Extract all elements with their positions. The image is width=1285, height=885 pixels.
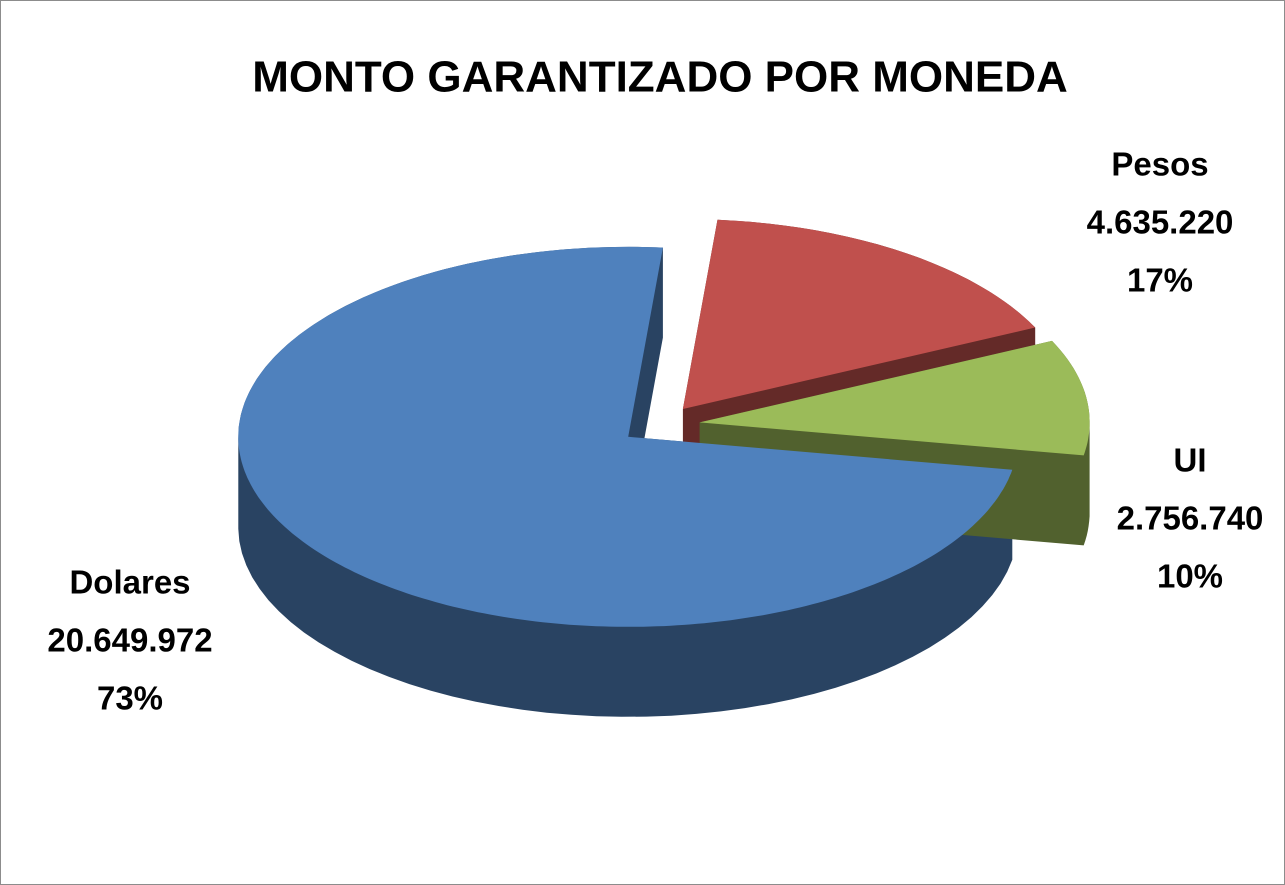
category-label: Pesos [1111,146,1208,183]
category-label: Dolares [69,564,190,601]
pie-slice [682,219,1036,409]
value-label: 4.635.220 [1087,204,1234,241]
percent-label: 10% [1157,558,1223,595]
pie-slice [699,340,1090,456]
pie-slice [238,246,1013,627]
percent-label: 17% [1127,262,1193,299]
value-label: 20.649.972 [47,622,212,659]
pie-tops [238,219,1090,627]
percent-label: 73% [97,680,163,717]
category-label: UI [1174,442,1207,479]
chart-title: MONTO GARANTIZADO POR MONEDA [252,53,1068,102]
value-label: 2.756.740 [1117,500,1264,537]
